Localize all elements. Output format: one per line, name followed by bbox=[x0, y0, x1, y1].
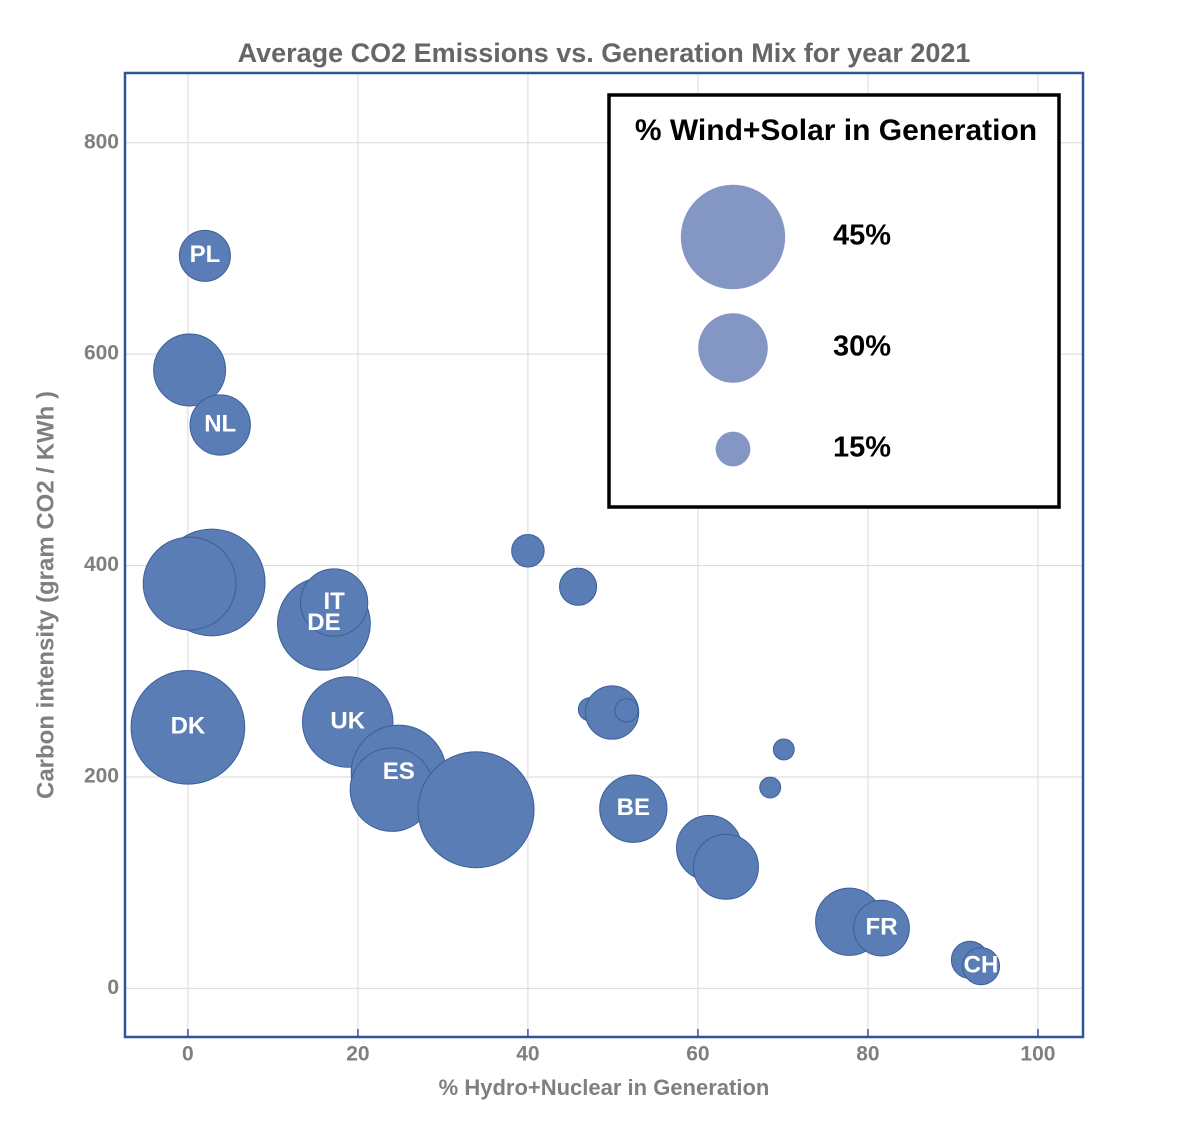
bubble bbox=[511, 534, 545, 568]
bubble bbox=[961, 947, 1001, 986]
bubble bbox=[614, 698, 639, 723]
bubble-label: UK bbox=[330, 707, 365, 734]
grid: 0 200 400 600 800 0 20 40 60 80 100 bbox=[84, 73, 1083, 1066]
bubble-label: BE bbox=[617, 794, 650, 821]
bubble bbox=[417, 751, 535, 869]
bubble bbox=[142, 536, 237, 631]
legend-bubble bbox=[698, 313, 768, 383]
y-tick-label: 0 bbox=[107, 976, 119, 999]
y-tick-label: 400 bbox=[84, 553, 119, 576]
legend-box bbox=[607, 93, 1061, 509]
bubble bbox=[772, 738, 795, 761]
x-tick-label: 80 bbox=[856, 1043, 879, 1066]
bubble-label: ES bbox=[383, 758, 415, 785]
legend-bubble bbox=[715, 431, 751, 467]
legend-label: 15% bbox=[833, 432, 891, 464]
y-tick-label: 200 bbox=[84, 765, 119, 788]
y-axis-label: Carbon intensity (gram CO2 / KWh ) bbox=[32, 391, 59, 799]
bubble bbox=[559, 567, 598, 606]
bubble bbox=[178, 229, 231, 282]
y-tick-label: 600 bbox=[84, 342, 119, 365]
bubble-label: IT bbox=[323, 588, 345, 615]
bubble-label: DE bbox=[307, 609, 340, 636]
plot-frame bbox=[123, 71, 1085, 1039]
bubble bbox=[153, 333, 227, 407]
legend-label: 30% bbox=[833, 331, 891, 363]
x-tick-label: 40 bbox=[516, 1043, 539, 1066]
legend-label: 45% bbox=[833, 220, 891, 252]
x-tick-label: 100 bbox=[1020, 1043, 1055, 1066]
x-tick-label: 20 bbox=[346, 1043, 369, 1066]
bubble bbox=[759, 776, 782, 799]
bubble-label: NL bbox=[204, 410, 236, 437]
legend: % Wind+Solar in Generation 45% 30% 15% bbox=[607, 93, 1061, 509]
bubble-label: CH bbox=[964, 952, 999, 979]
bubble bbox=[130, 669, 246, 785]
bubble bbox=[599, 774, 668, 843]
x-tick-label: 0 bbox=[182, 1043, 194, 1066]
bubble-label: PL bbox=[190, 241, 221, 268]
y-tick-label: 800 bbox=[84, 130, 119, 153]
bubble-label: DK bbox=[171, 713, 206, 740]
legend-bubble bbox=[680, 184, 786, 290]
bubble bbox=[693, 833, 759, 900]
bubble bbox=[189, 394, 251, 456]
bubble bbox=[853, 899, 910, 957]
x-axis-label: % Hydro+Nuclear in Generation bbox=[439, 1075, 770, 1100]
bubble-label: FR bbox=[866, 913, 898, 940]
bubble bbox=[299, 568, 369, 637]
legend-title: % Wind+Solar in Generation bbox=[635, 114, 1037, 147]
x-tick-label: 60 bbox=[686, 1043, 709, 1066]
chart-title: Average CO2 Emissions vs. Generation Mix… bbox=[238, 38, 971, 68]
